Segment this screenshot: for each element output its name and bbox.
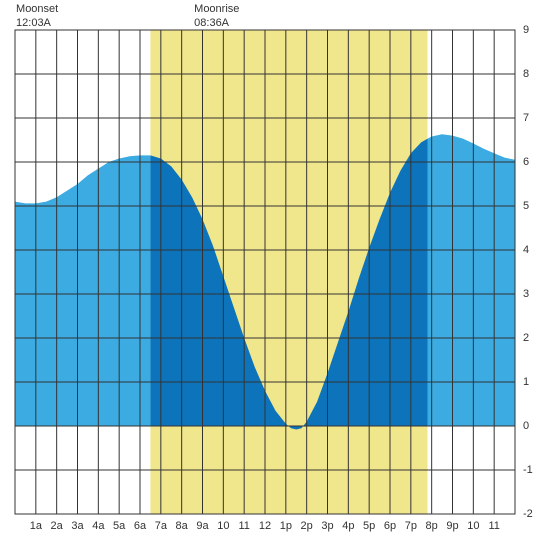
- y-tick-label: 7: [523, 112, 529, 124]
- x-tick-label: 10: [217, 520, 229, 532]
- y-tick-label: 6: [523, 156, 529, 168]
- x-tick-label: 12: [259, 520, 271, 532]
- x-tick-label: 4a: [92, 520, 104, 532]
- x-tick-label: 10: [467, 520, 479, 532]
- x-tick-label: 11: [238, 520, 249, 532]
- tide-chart: 1a2a3a4a5a6a7a8a9a1011121p2p3p4p5p6p7p8p…: [0, 0, 550, 550]
- annotation-title: Moonrise: [194, 2, 239, 16]
- y-tick-label: 2: [523, 332, 529, 344]
- x-tick-label: 5p: [363, 520, 375, 532]
- x-tick-label: 2p: [301, 520, 313, 532]
- y-tick-label: -1: [523, 464, 533, 476]
- x-tick-label: 8p: [426, 520, 438, 532]
- y-tick-label: 3: [523, 288, 529, 300]
- x-tick-label: 1a: [30, 520, 42, 532]
- x-tick-label: 7a: [155, 520, 167, 532]
- annotation-time: 08:36A: [194, 16, 239, 30]
- y-tick-label: -2: [523, 508, 533, 520]
- x-tick-label: 9p: [446, 520, 458, 532]
- y-tick-label: 5: [523, 200, 529, 212]
- annotation-time: 12:03A: [16, 16, 58, 30]
- y-tick-label: 0: [523, 420, 529, 432]
- chart-canvas: [0, 0, 550, 550]
- x-tick-label: 2a: [51, 520, 63, 532]
- x-tick-label: 11: [488, 520, 499, 532]
- moonrise-annotation: Moonrise08:36A: [194, 2, 239, 31]
- x-tick-label: 6p: [384, 520, 396, 532]
- x-tick-label: 6a: [134, 520, 146, 532]
- x-tick-label: 1p: [280, 520, 292, 532]
- y-tick-label: 4: [523, 244, 529, 256]
- y-tick-label: 8: [523, 68, 529, 80]
- annotation-title: Moonset: [16, 2, 58, 16]
- x-tick-label: 8a: [176, 520, 188, 532]
- x-tick-label: 5a: [113, 520, 125, 532]
- moonset-annotation: Moonset12:03A: [16, 2, 58, 31]
- x-tick-label: 7p: [405, 520, 417, 532]
- y-tick-label: 1: [523, 376, 529, 388]
- x-tick-label: 3a: [71, 520, 83, 532]
- x-tick-label: 4p: [342, 520, 354, 532]
- x-tick-label: 9a: [196, 520, 208, 532]
- y-tick-label: 9: [523, 24, 529, 36]
- x-tick-label: 3p: [321, 520, 333, 532]
